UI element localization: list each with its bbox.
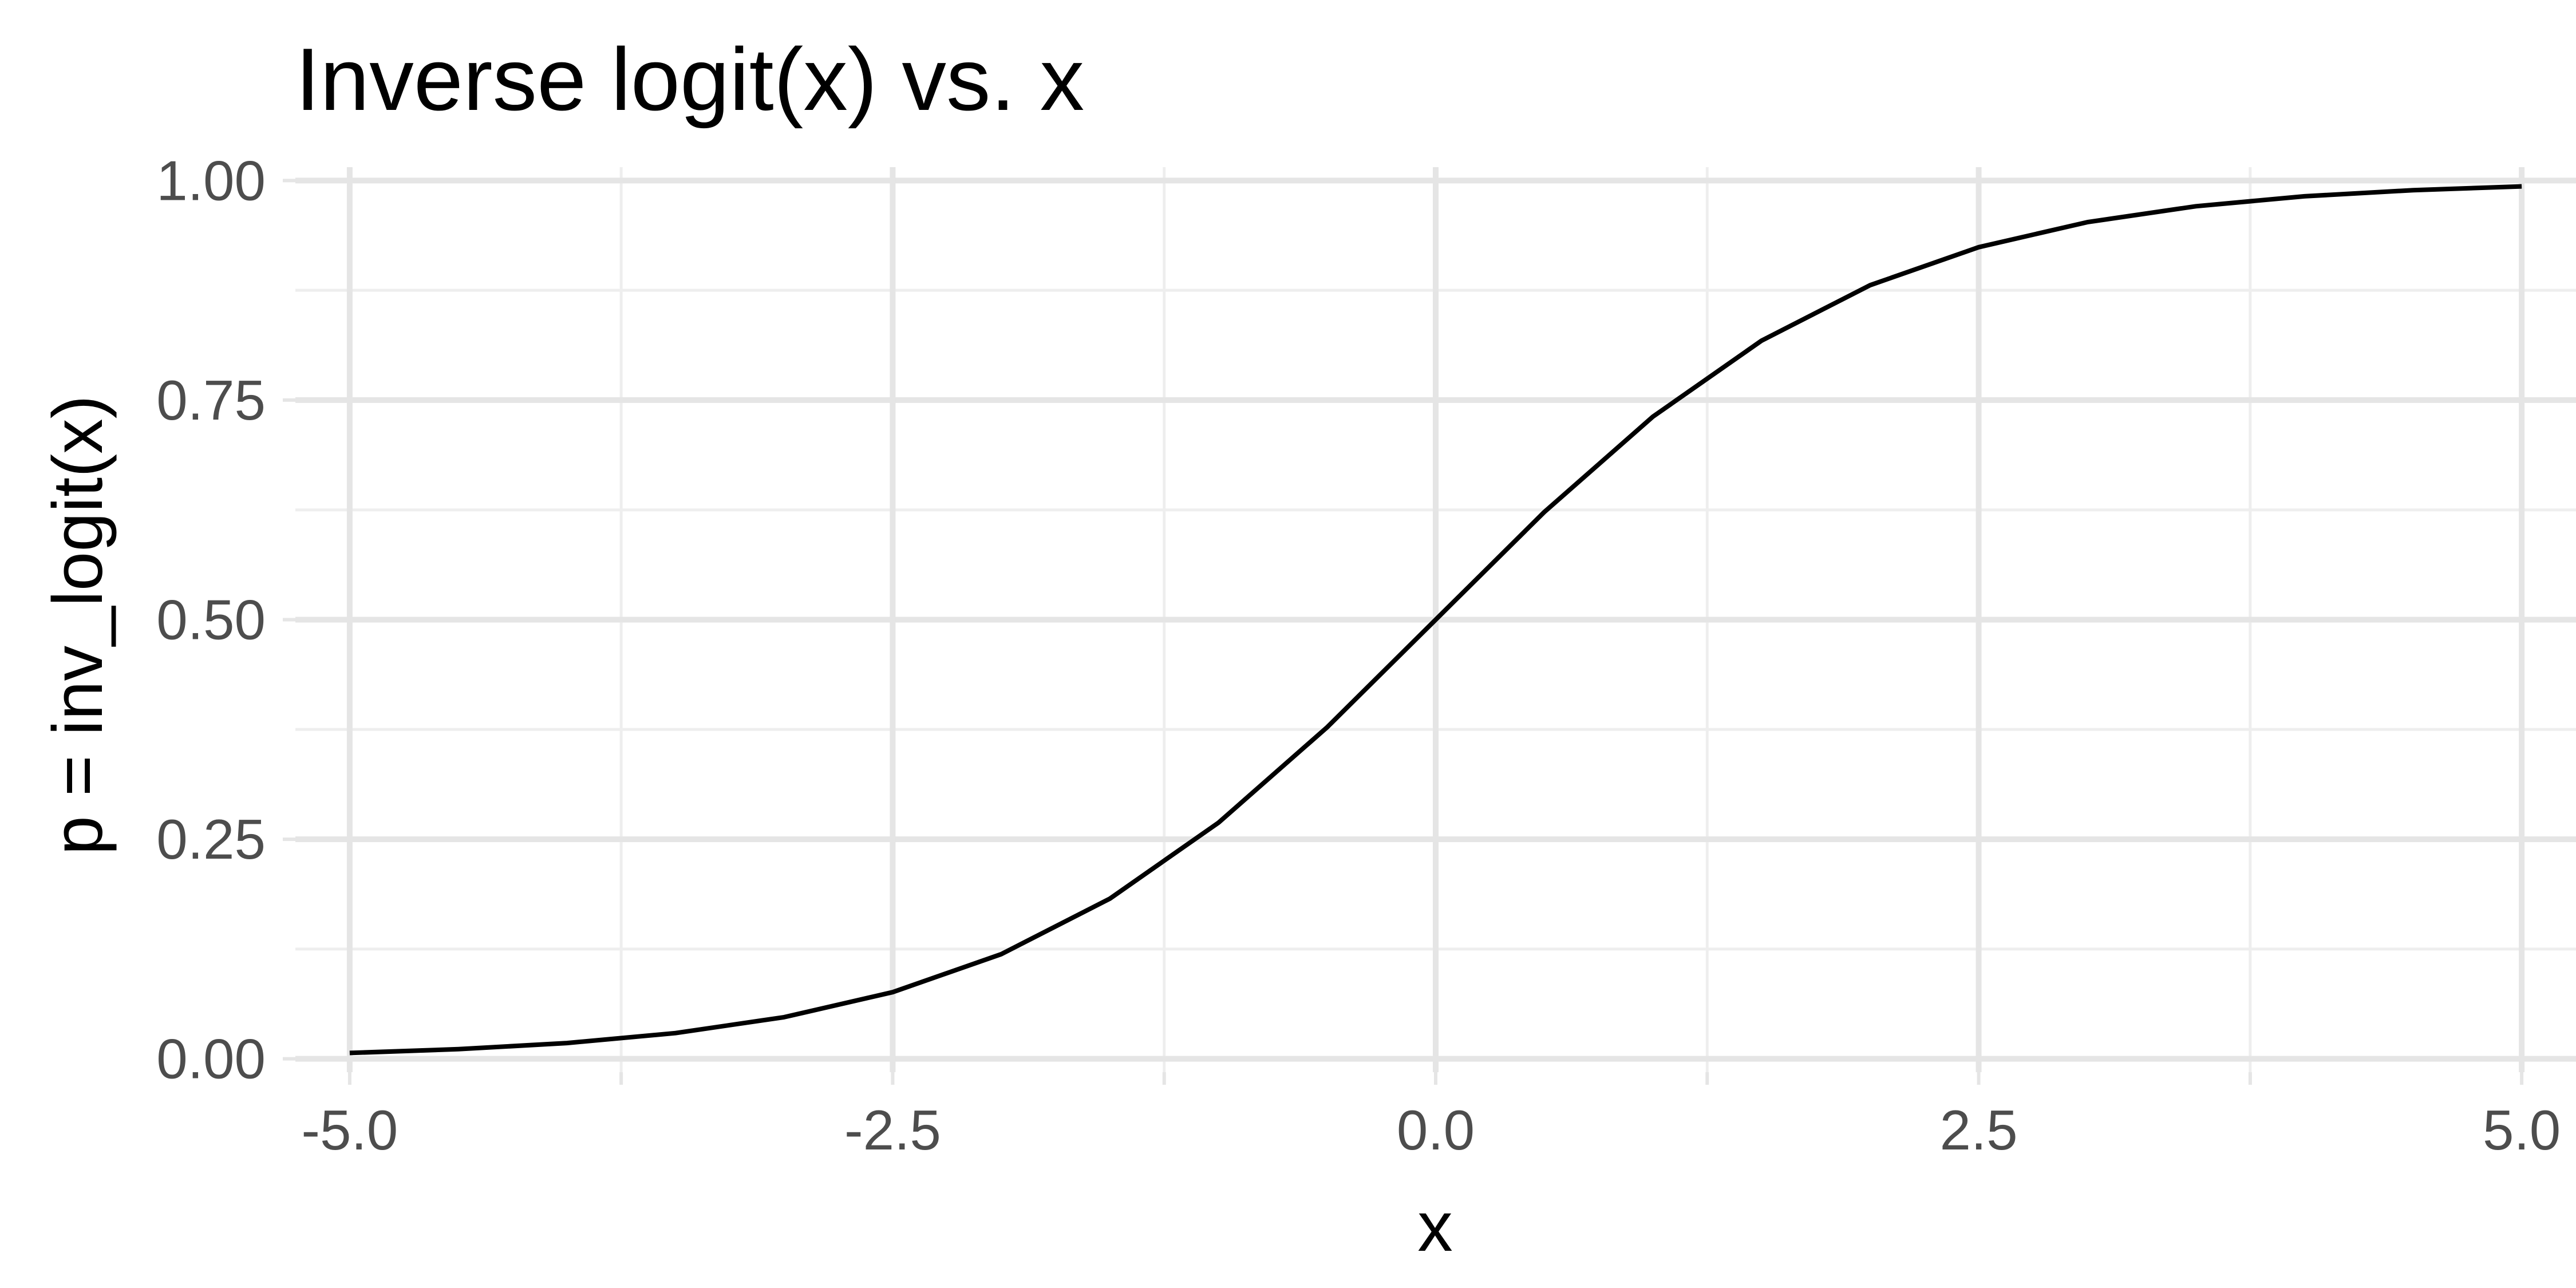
plot-series	[349, 184, 2522, 1056]
x-axis-ticks	[283, 179, 2524, 1085]
y-tick-label: 0.75	[156, 369, 266, 432]
x-tick-label: 5.0	[2483, 1099, 2561, 1161]
grid	[295, 167, 2576, 1072]
x-tick-label: 0.0	[1397, 1099, 1475, 1161]
y-tick-label: 0.00	[156, 1028, 266, 1091]
x-axis-title: x	[1417, 1188, 1453, 1266]
series-line	[349, 184, 2522, 1056]
y-tick-label: 1.00	[156, 149, 266, 212]
y-axis-tick-labels: 0.00 0.25 0.50 0.75 1.00	[156, 149, 266, 1090]
x-tick-label: -5.0	[301, 1099, 398, 1161]
x-axis-tick-labels: -5.0 -2.5 0.0 2.5 5.0	[301, 1099, 2561, 1161]
y-axis-title: p = inv_logit(x)	[39, 395, 117, 855]
y-tick-label: 0.25	[156, 808, 266, 871]
x-tick-label: 2.5	[1939, 1099, 2017, 1161]
x-tick-label: -2.5	[844, 1099, 941, 1161]
chart-title: Inverse logit(x) vs. x	[295, 30, 1084, 129]
y-tick-label: 0.50	[156, 588, 266, 651]
